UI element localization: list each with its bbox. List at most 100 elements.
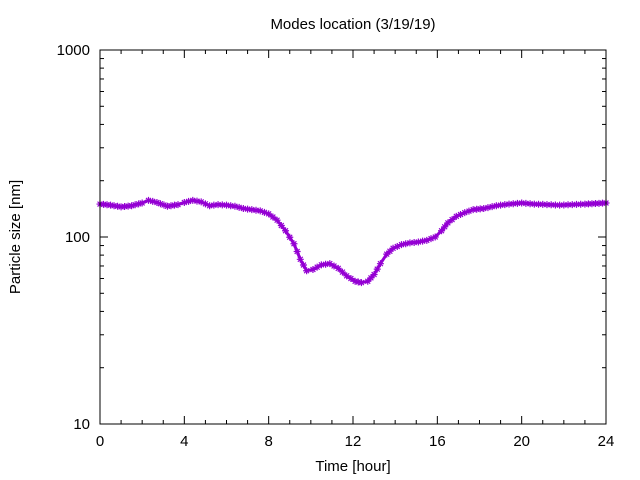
- data-point: [273, 216, 281, 224]
- data-point: [584, 200, 592, 208]
- data-point: [383, 250, 391, 258]
- data-point: [452, 212, 460, 220]
- tick-labels: 0 4 8 12 16 20 24 10 100 1000: [57, 42, 615, 450]
- data-point: [260, 208, 268, 216]
- data-point: [153, 198, 161, 206]
- data-point: [117, 203, 125, 211]
- data-point: [227, 202, 235, 210]
- data-point: [513, 199, 521, 207]
- data-point: [444, 219, 452, 227]
- plot-area: [96, 196, 610, 287]
- data-point: [530, 200, 538, 208]
- data-point: [313, 263, 321, 271]
- data-point: [564, 201, 572, 209]
- data-point: [235, 203, 243, 211]
- data-point: [206, 202, 214, 210]
- data-point: [414, 238, 422, 246]
- data-point: [357, 279, 365, 287]
- data-point: [505, 200, 513, 208]
- data-point: [180, 198, 188, 206]
- data-point: [138, 199, 146, 207]
- data-point: [114, 202, 122, 210]
- data-point: [526, 200, 534, 208]
- data-point: [110, 202, 118, 210]
- data-point: [473, 205, 481, 213]
- data-point: [121, 202, 129, 210]
- data-point: [286, 233, 294, 241]
- data-point: [406, 239, 414, 247]
- data-point: [410, 238, 418, 246]
- data-point: [128, 202, 136, 210]
- data-point: [393, 242, 401, 250]
- data-point: [330, 262, 338, 270]
- data-point: [351, 277, 359, 285]
- data-point: [252, 206, 260, 214]
- data-point: [465, 207, 473, 215]
- data-point: [338, 268, 346, 276]
- data-point: [309, 266, 317, 274]
- data-point: [556, 201, 564, 209]
- data-point: [317, 261, 325, 269]
- data-point: [461, 209, 469, 217]
- data-point: [174, 201, 182, 209]
- data-point: [144, 196, 152, 204]
- data-point: [509, 200, 517, 208]
- data-point: [293, 248, 301, 256]
- data-point: [539, 200, 547, 208]
- data-point: [156, 200, 164, 208]
- data-point: [149, 197, 157, 205]
- data-point: [163, 202, 171, 210]
- data-point: [334, 264, 342, 272]
- data-point: [551, 201, 559, 209]
- data-point: [303, 267, 311, 275]
- data-point: [480, 205, 488, 213]
- y-tick-label: 1000: [57, 42, 90, 59]
- data-point: [373, 265, 381, 273]
- data-point: [189, 196, 197, 204]
- data-point: [269, 213, 277, 221]
- data-point: [218, 201, 226, 209]
- data-point: [160, 201, 168, 209]
- data-point: [223, 201, 230, 209]
- data-point: [402, 240, 410, 248]
- data-point: [244, 205, 252, 213]
- data-point: [265, 210, 273, 218]
- data-point: [167, 202, 175, 210]
- data-point: [367, 274, 375, 282]
- data-point: [423, 236, 431, 244]
- data-point: [135, 200, 143, 208]
- data-point: [501, 201, 509, 209]
- data-point: [256, 207, 264, 215]
- data-point: [419, 237, 427, 245]
- x-tick-label: 4: [180, 433, 188, 450]
- data-point: [535, 200, 543, 208]
- data-point: [170, 201, 178, 209]
- data-point: [588, 200, 596, 208]
- data-point: [277, 221, 285, 229]
- data-point: [201, 200, 209, 208]
- data-point: [376, 260, 384, 268]
- data-point: [469, 206, 477, 214]
- data-point: [214, 201, 222, 209]
- data-point: [124, 202, 132, 210]
- axis-ticks: [99, 49, 607, 425]
- data-point: [185, 197, 193, 205]
- data-point: [438, 227, 446, 235]
- x-tick-label: 8: [264, 433, 272, 450]
- data-point: [197, 198, 205, 206]
- data-point: [103, 201, 111, 209]
- data-point: [441, 223, 449, 231]
- y-tick-label: 100: [65, 229, 90, 246]
- data-point: [448, 216, 456, 224]
- data-point: [210, 201, 218, 209]
- plot-frame: [99, 49, 607, 425]
- data-point: [386, 247, 394, 255]
- data-point: [290, 240, 298, 248]
- data-point: [239, 205, 247, 213]
- data-point: [457, 210, 465, 218]
- data-point: [343, 272, 351, 280]
- data-point: [231, 202, 239, 210]
- data-point: [282, 227, 290, 235]
- data-point: [370, 271, 378, 279]
